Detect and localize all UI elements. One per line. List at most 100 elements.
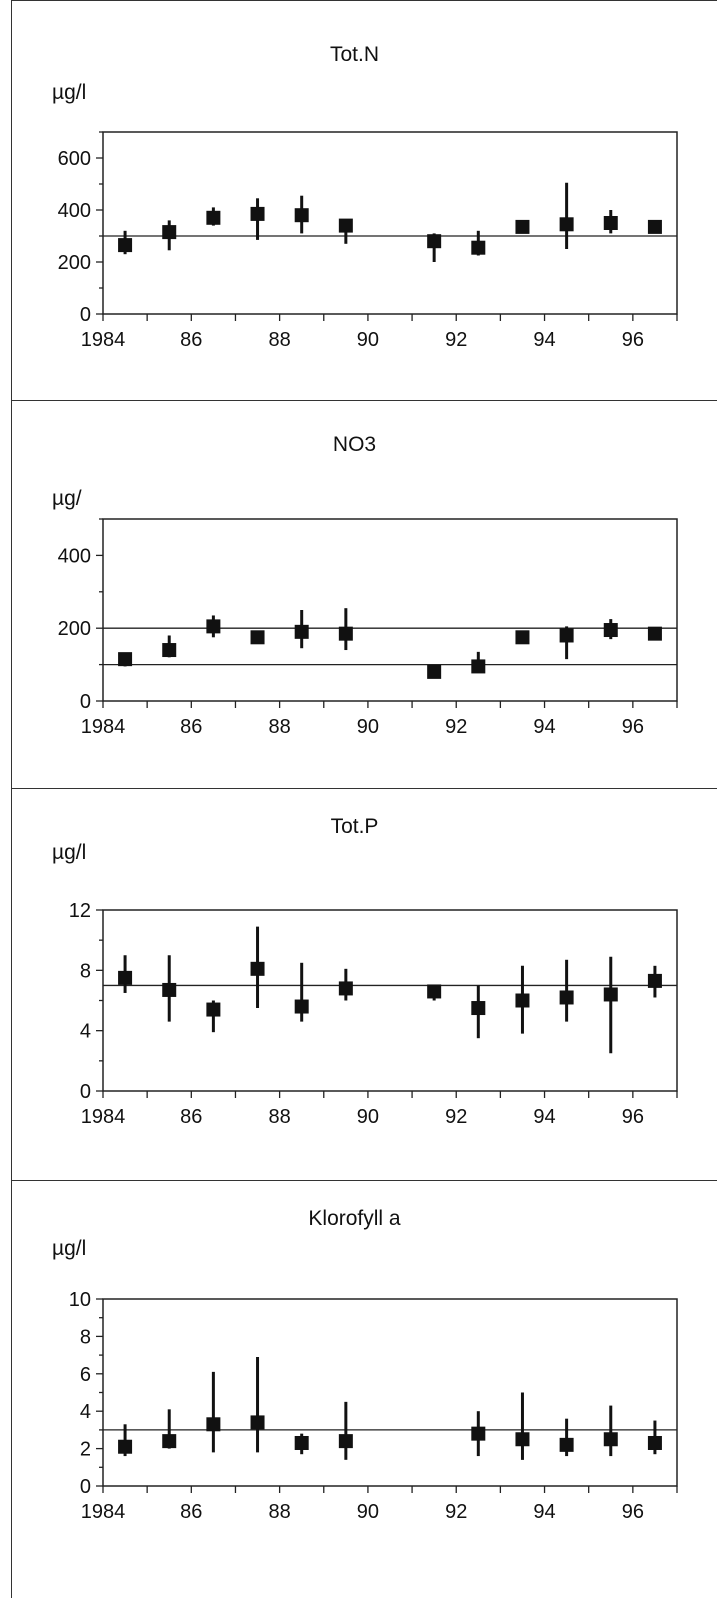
plot-frame [102, 909, 678, 1092]
plot-tot-p: 0 4 8 12 1984 86 88 90 92 94 96 [69, 900, 678, 1128]
data-point [162, 643, 177, 658]
data-point [647, 219, 662, 234]
x-tick-label: 94 [533, 1501, 555, 1523]
data-point [250, 961, 265, 976]
y-tick-label: 200 [58, 252, 91, 274]
y-axis-unit: µg/l [52, 841, 87, 864]
y-tick-label: 0 [80, 1081, 91, 1103]
plot-frame [102, 131, 678, 315]
x-tick-label: 96 [622, 1501, 644, 1523]
y-tick-label: 8 [80, 960, 91, 982]
data-point [338, 1434, 353, 1449]
x-tick-label: 90 [357, 1501, 379, 1523]
data-point [559, 990, 574, 1005]
x-tick-label: 96 [622, 1106, 644, 1128]
data-point [206, 1417, 221, 1432]
x-tick-label: 1984 [81, 1106, 126, 1128]
data-point [338, 626, 353, 641]
chart-title: Tot.N [329, 43, 379, 66]
data-point [294, 999, 309, 1014]
plot-frame [102, 1298, 678, 1487]
data-point [294, 208, 309, 223]
x-tick-label: 92 [445, 329, 467, 351]
chart-title: Tot.P [330, 815, 379, 838]
x-tick-label: 86 [180, 1501, 202, 1523]
data-point [118, 238, 133, 253]
data-point [427, 664, 442, 679]
data-point [471, 1001, 486, 1016]
data-point [559, 628, 574, 643]
x-tick-label: 96 [622, 716, 644, 738]
x-tick-label: 88 [268, 716, 290, 738]
x-tick-label: 94 [533, 329, 555, 351]
x-tick-label: 96 [622, 329, 644, 351]
x-tick-label: 1984 [81, 1501, 126, 1523]
x-tick-label: 92 [445, 1501, 467, 1523]
data-point [162, 982, 177, 997]
y-axis-unit: µg/ [52, 487, 82, 510]
y-axis-unit: µg/l [52, 81, 87, 104]
data-point [250, 206, 265, 221]
data-point [206, 210, 221, 225]
x-tick-label: 92 [445, 716, 467, 738]
data-point [647, 626, 662, 641]
data-point [206, 619, 221, 634]
x-tick-label: 1984 [81, 716, 126, 738]
chart-title: Klorofyll a [308, 1207, 401, 1230]
y-tick-label: 0 [80, 691, 91, 713]
y-tick-label: 400 [58, 545, 91, 567]
chart-panel-tot-n: Tot.N µg/l 0 200 400 600 1984 86 88 90 92 94 96 [11, 0, 717, 400]
data-point [427, 984, 442, 999]
plot-tot-n: 0 200 400 600 1984 86 88 90 92 94 96 [58, 131, 678, 351]
x-tick-label: 92 [445, 1106, 467, 1128]
y-tick-label: 0 [80, 1476, 91, 1498]
plot-frame [102, 518, 678, 702]
x-tick-label: 88 [268, 1501, 290, 1523]
x-tick-label: 94 [533, 1106, 555, 1128]
x-tick-label: 88 [268, 1106, 290, 1128]
x-tick-label: 90 [357, 329, 379, 351]
y-tick-label: 600 [58, 148, 91, 170]
data-point [118, 970, 133, 985]
y-axis-unit: µg/l [52, 1237, 87, 1260]
data-point [515, 1432, 530, 1447]
x-tick-label: 90 [357, 716, 379, 738]
data-point [206, 1002, 221, 1017]
data-point [603, 216, 618, 230]
plot-no3: 0 200 400 1984 86 88 90 92 94 96 [58, 518, 678, 738]
data-point [250, 1415, 265, 1430]
x-tick-label: 86 [180, 716, 202, 738]
y-tick-label: 200 [58, 618, 91, 640]
plot-klorofyll-a: 0 2 4 6 8 10 1984 86 88 90 92 94 96 [69, 1289, 678, 1523]
data-point [250, 630, 265, 645]
data-point [471, 240, 486, 255]
data-point [603, 623, 618, 638]
x-tick-label: 86 [180, 329, 202, 351]
data-point [118, 1439, 133, 1454]
data-point [471, 1426, 486, 1441]
data-point [162, 225, 177, 240]
y-tick-label: 400 [58, 200, 91, 222]
x-tick-label: 88 [268, 329, 290, 351]
data-point [647, 973, 662, 988]
data-point [559, 1437, 574, 1452]
y-tick-label: 4 [80, 1401, 91, 1423]
x-tick-label: 86 [180, 1106, 202, 1128]
data-point [118, 652, 133, 667]
x-tick-label: 94 [533, 716, 555, 738]
data-point [427, 234, 442, 249]
data-point [559, 217, 574, 232]
y-tick-label: 8 [80, 1326, 91, 1348]
y-tick-label: 4 [80, 1021, 91, 1043]
y-tick-label: 2 [80, 1439, 91, 1461]
data-point [515, 993, 530, 1008]
data-point [603, 1432, 618, 1447]
data-point [471, 659, 486, 674]
data-point [515, 219, 530, 234]
x-tick-label: 90 [357, 1106, 379, 1128]
data-point [338, 218, 353, 233]
data-point [162, 1434, 177, 1449]
data-point [647, 1435, 662, 1450]
data-point [294, 624, 309, 639]
y-tick-label: 12 [69, 900, 91, 922]
